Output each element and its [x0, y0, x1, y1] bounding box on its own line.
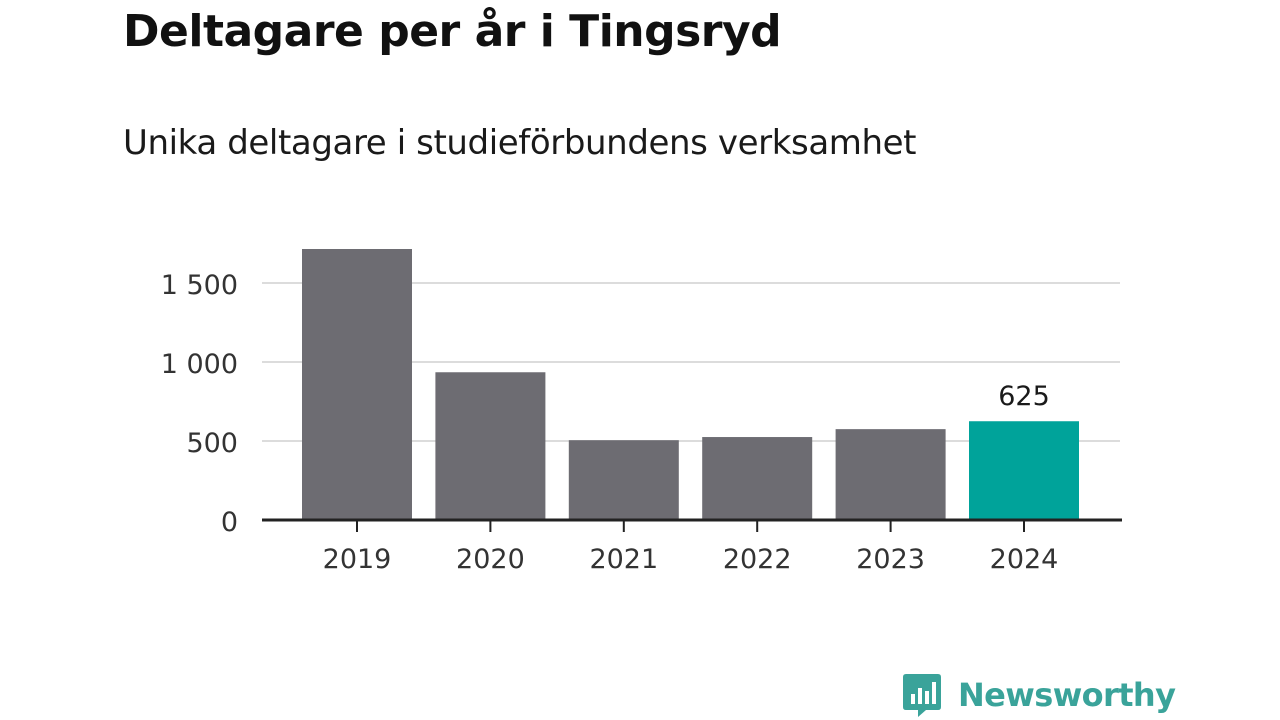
y-tick-label: 1 500 [161, 270, 238, 301]
labels: 0 500 1 000 1 500 2019 2020 2021 2022 2023 2024 62… [161, 270, 1059, 575]
chart-subtitle: Unika deltagare i studieförbundens verks… [123, 123, 917, 163]
bar-2023 [835, 429, 946, 520]
bar-2019 [302, 249, 412, 520]
x-tick-label: 2019 [323, 544, 392, 575]
brand-name: Newsworthy [958, 676, 1176, 714]
x-tick-label: 2024 [990, 544, 1059, 575]
x-tick-label: 2022 [723, 544, 792, 575]
bars [302, 249, 1079, 520]
newsworthy-logo: Newsworthy [902, 670, 1176, 720]
y-tick-label: 500 [186, 428, 238, 459]
chart-title: Deltagare per år i Tingsryd [123, 6, 782, 57]
bar-2021 [568, 440, 679, 520]
bar-2022 [702, 437, 813, 520]
y-tick-label: 1 000 [161, 349, 238, 380]
axes [262, 518, 1122, 532]
y-tick-label: 0 [221, 507, 238, 538]
bar-chart-speech-bubble-icon [903, 674, 941, 717]
data-label: 625 [998, 381, 1050, 412]
bar-2020 [435, 372, 546, 520]
x-tick-label: 2021 [589, 544, 658, 575]
x-tick-label: 2023 [856, 544, 925, 575]
x-tick-label: 2020 [456, 544, 525, 575]
bar-2024 [969, 421, 1079, 520]
